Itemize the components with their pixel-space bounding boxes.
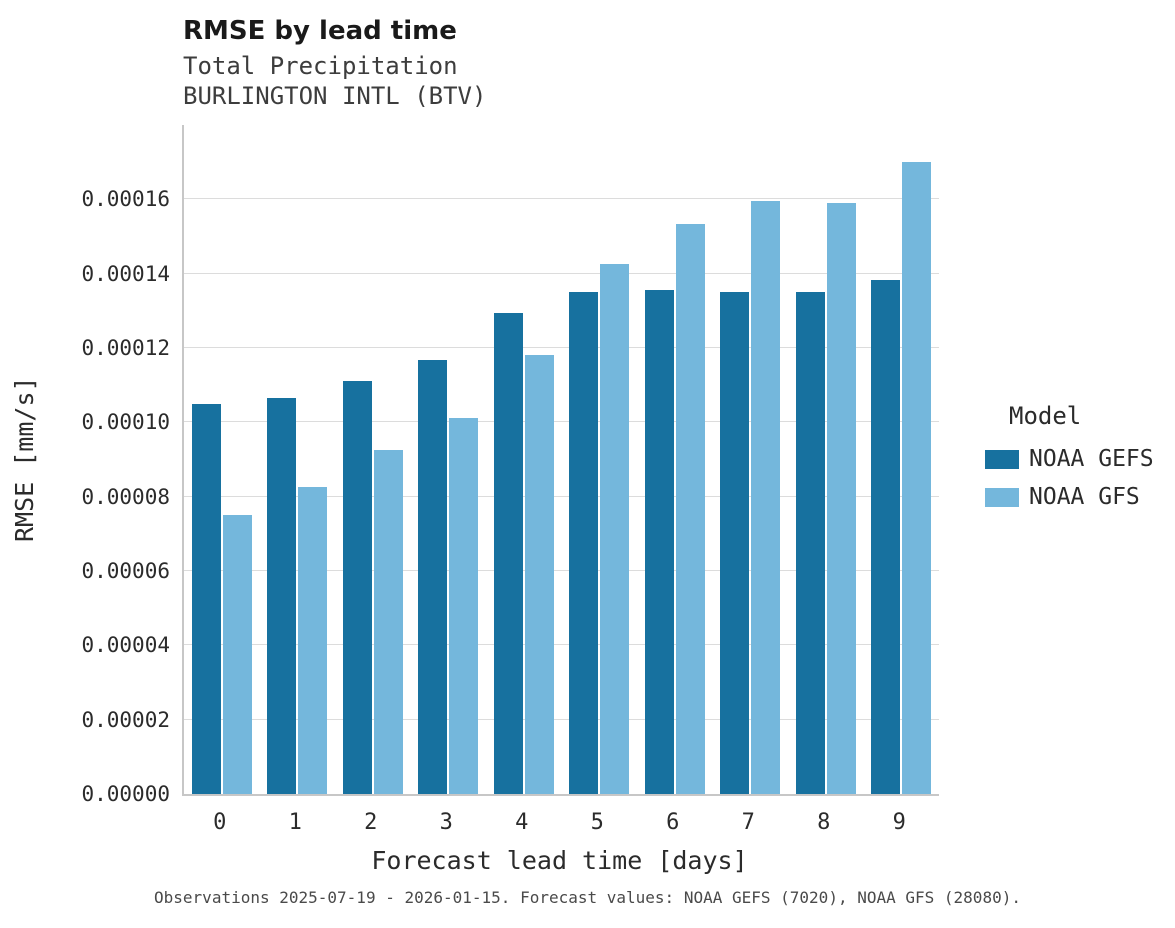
x-tick-label: 0	[213, 810, 227, 835]
x-tick-label: 4	[515, 810, 529, 835]
y-tick-label: 0.00000	[81, 782, 170, 806]
x-tick-label: 9	[892, 810, 906, 835]
chart-subtitle-station: BURLINGTON INTL (BTV)	[183, 82, 487, 110]
bar-noaa-gfs	[298, 487, 328, 794]
y-tick-label: 0.00014	[81, 261, 170, 286]
plot-area	[182, 125, 939, 796]
legend-entry-label: NOAA GFS	[1029, 484, 1140, 510]
x-tick-label: 7	[741, 810, 755, 835]
bar-noaa-gefs	[342, 381, 372, 794]
legend-entries: NOAA GEFS NOAA GFS	[985, 446, 1154, 510]
y-tick-label: 0.00012	[81, 336, 170, 360]
gridline	[184, 570, 939, 571]
x-tick-label: 8	[817, 810, 831, 835]
x-tick-label: 6	[666, 810, 680, 835]
gridline	[184, 272, 939, 274]
bar-noaa-gfs	[373, 450, 403, 794]
chart-title: RMSE by lead time	[183, 16, 457, 46]
bar-noaa-gfs	[222, 515, 252, 794]
bar-noaa-gfs	[524, 355, 554, 794]
bar-noaa-gefs	[720, 292, 750, 794]
gridline	[184, 198, 939, 200]
caption: Observations 2025-07-19 - 2026-01-15. Fo…	[154, 888, 1021, 907]
legend: Model NOAA GEFS NOAA GFS	[985, 402, 1154, 522]
y-tick-label: 0.00010	[81, 410, 170, 435]
x-axis-title: Forecast lead time [days]	[371, 846, 748, 875]
bar-noaa-gfs	[902, 161, 932, 794]
x-tick-label: 5	[590, 810, 604, 835]
bar-noaa-gefs	[418, 360, 448, 794]
legend-entry-label: NOAA GEFS	[1029, 446, 1154, 472]
bar-noaa-gfs	[751, 201, 781, 794]
bar-noaa-gefs	[569, 292, 599, 794]
y-tick-label: 0.00016	[81, 187, 170, 212]
legend-entry: NOAA GFS	[985, 484, 1154, 510]
bar-noaa-gefs	[267, 398, 297, 794]
y-tick-label: 0.00008	[81, 484, 170, 509]
bar-noaa-gefs	[493, 313, 523, 794]
gridline	[184, 421, 939, 423]
gridline	[184, 718, 939, 720]
bar-noaa-gefs	[795, 291, 825, 794]
y-axis-title: RMSE [mm/s]	[10, 376, 39, 543]
gridline	[184, 347, 939, 348]
x-tick-label: 2	[364, 810, 378, 835]
x-tick-label: 3	[439, 810, 453, 835]
legend-swatch-icon	[985, 449, 1019, 469]
gridline	[184, 495, 939, 497]
x-tick-label: 1	[288, 810, 302, 835]
bar-noaa-gfs	[600, 263, 630, 794]
gridline	[184, 644, 939, 646]
bar-noaa-gfs	[675, 223, 705, 794]
legend-entry: NOAA GEFS	[985, 446, 1154, 472]
bar-noaa-gefs	[644, 290, 674, 794]
y-tick-label: 0.00004	[81, 633, 170, 658]
bar-noaa-gfs	[449, 417, 479, 794]
chart-subtitle-variable: Total Precipitation	[183, 52, 458, 80]
y-tick-label: 0.00006	[81, 559, 170, 583]
bar-noaa-gefs	[871, 280, 901, 794]
bar-noaa-gefs	[191, 403, 221, 794]
y-tick-label: 0.00002	[81, 707, 170, 732]
legend-swatch-icon	[985, 487, 1019, 507]
legend-title: Model	[1009, 402, 1082, 430]
bar-noaa-gfs	[826, 203, 856, 794]
